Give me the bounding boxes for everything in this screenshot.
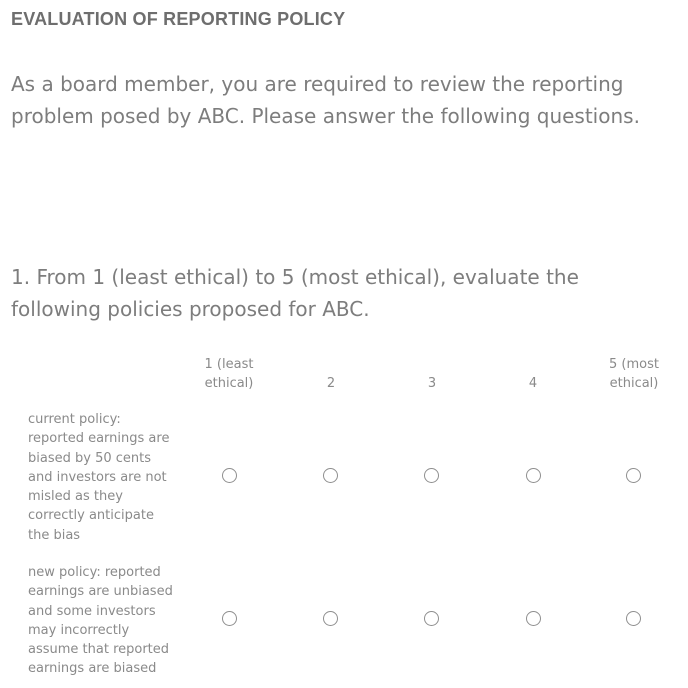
radio-new-policy-4[interactable] bbox=[526, 611, 541, 626]
column-header-2: 2 bbox=[326, 376, 336, 391]
column-header-4: 4 bbox=[528, 376, 538, 391]
column-header-1: 1 (least ethical) bbox=[204, 357, 254, 391]
column-header-3: 3 bbox=[427, 376, 437, 391]
radio-current-policy-1[interactable] bbox=[222, 468, 237, 483]
radio-new-policy-5[interactable] bbox=[626, 611, 641, 626]
column-header-5: 5 (most ethical) bbox=[609, 357, 659, 391]
radio-current-policy-3[interactable] bbox=[424, 468, 439, 483]
row-label-new-policy: new policy: reported earnings are unbias… bbox=[28, 565, 173, 677]
radio-new-policy-3[interactable] bbox=[424, 611, 439, 626]
row-label-current-policy: current policy: reported earnings are bi… bbox=[28, 412, 170, 543]
intro-text: As a board member, you are required to r… bbox=[11, 72, 640, 128]
radio-current-policy-5[interactable] bbox=[626, 468, 641, 483]
question-1-text: 1. From 1 (least ethical) to 5 (most eth… bbox=[11, 265, 579, 321]
radio-current-policy-4[interactable] bbox=[526, 468, 541, 483]
radio-current-policy-2[interactable] bbox=[323, 468, 338, 483]
radio-new-policy-1[interactable] bbox=[222, 611, 237, 626]
page-title: EVALUATION OF REPORTING POLICY bbox=[11, 9, 346, 29]
radio-new-policy-2[interactable] bbox=[323, 611, 338, 626]
